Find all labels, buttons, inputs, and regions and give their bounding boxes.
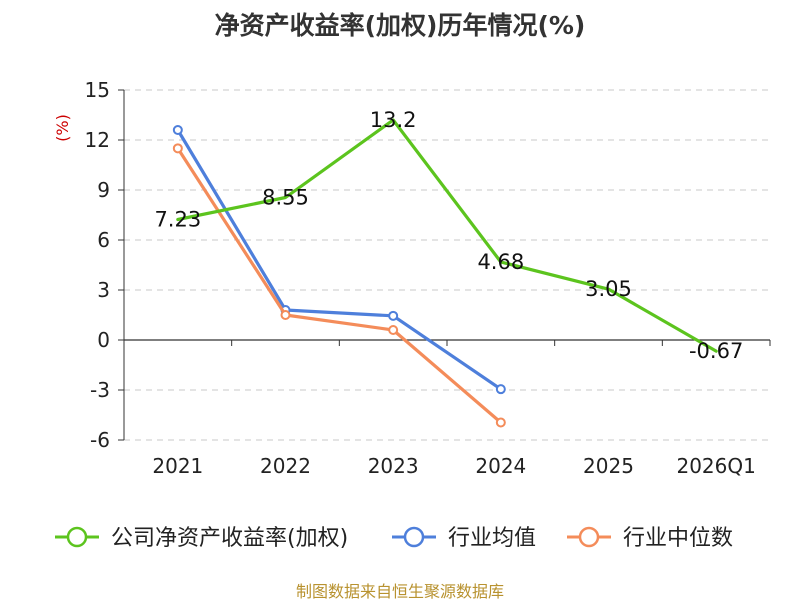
series-point-1-2021[interactable] xyxy=(172,125,183,135)
x-tick-label-2025: 2025 xyxy=(583,454,634,478)
data-label-2023: 13.2 xyxy=(370,108,417,132)
series-point-2-2023[interactable] xyxy=(388,325,399,335)
data-label-2021: 7.23 xyxy=(154,208,201,232)
data-label-2025: 3.05 xyxy=(585,277,632,301)
x-tick-label-2026Q1: 2026Q1 xyxy=(676,454,755,478)
legend-marker-2 xyxy=(578,526,600,548)
y-tick-label: 0 xyxy=(97,328,110,352)
series-point-2-2021[interactable] xyxy=(172,143,183,154)
legend-marker-1 xyxy=(403,526,425,548)
series-point-1-2023[interactable] xyxy=(388,310,399,321)
legend-item-2[interactable]: 行业中位数 xyxy=(623,526,733,551)
y-tick-label: 3 xyxy=(97,278,110,302)
y-tick-label: 15 xyxy=(85,78,110,102)
y-tick-label: -3 xyxy=(90,378,110,402)
data-source-note: 制图数据来自恒生聚源数据库 xyxy=(295,582,504,601)
y-tick-label: 9 xyxy=(97,178,110,202)
data-label-2024: 4.68 xyxy=(477,250,524,274)
legend-marker-0 xyxy=(66,526,88,548)
series-line-1 xyxy=(176,128,503,391)
series-layer xyxy=(172,118,718,428)
grid-layer xyxy=(124,89,770,441)
axis-layer: 15 12 9 6 3 0 -3 -6 2021 2022 2023 2024 2025 2026Q1 (%… xyxy=(53,78,771,478)
y-tick-label: 12 xyxy=(85,128,110,152)
series-point-2-2022[interactable] xyxy=(280,310,291,320)
x-tick-label-2022: 2022 xyxy=(260,454,311,478)
legend-item-0[interactable]: 公司净资产收益率(加权) xyxy=(111,526,348,551)
y-axis-unit-label: (%) xyxy=(53,114,72,142)
x-tick-label-2024: 2024 xyxy=(475,454,526,478)
series-line-2 xyxy=(176,146,503,425)
legend: 公司净资产收益率(加权) 行业均值 行业中位数 xyxy=(55,526,733,551)
series-line-0 xyxy=(176,118,718,353)
label-layer: 7.23 8.55 13.2 4.68 3.05 -0.67 xyxy=(154,108,743,363)
data-label-2022: 8.55 xyxy=(262,186,309,210)
data-label-2026Q1: -0.67 xyxy=(689,339,743,363)
legend-item-1[interactable]: 行业均值 xyxy=(448,526,536,551)
series-point-1-2024[interactable] xyxy=(495,384,506,395)
series-point-2-2024[interactable] xyxy=(495,417,506,428)
x-tick-label-2023: 2023 xyxy=(368,454,419,478)
chart-title: 净资产收益率(加权)历年情况(%) xyxy=(214,11,586,40)
y-tick-label: -6 xyxy=(90,428,110,452)
x-tick-label-2021: 2021 xyxy=(152,454,203,478)
y-tick-label: 6 xyxy=(97,228,110,252)
